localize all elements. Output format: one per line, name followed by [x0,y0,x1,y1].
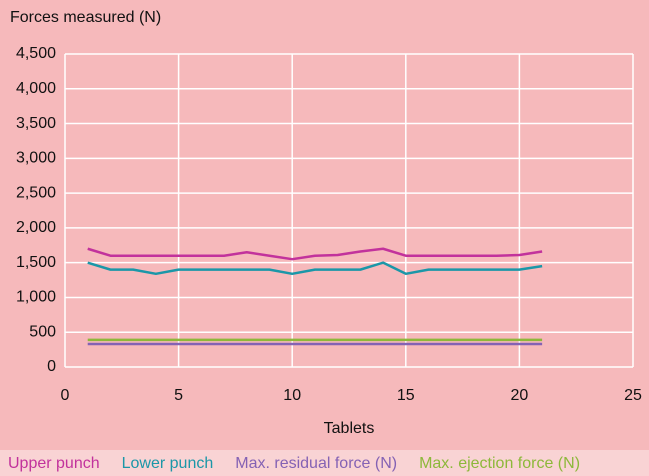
plot-background [0,0,649,450]
y-tick-label: 500 [29,323,56,340]
line-series [87,261,543,276]
x-tick-label: 10 [283,387,301,404]
legend-entry: Max. residual force (N) [235,455,397,472]
y-tick-label: 3,000 [16,150,56,167]
x-tick-label: 15 [397,387,415,404]
y-tick-label: 2,500 [16,184,56,201]
x-tick-label: 20 [511,387,529,404]
chart-title: Forces measured (N) [10,9,161,26]
y-tick-label: 3,500 [16,115,56,132]
line-series [87,247,543,261]
legend-entry: Upper punch [8,455,100,472]
x-tick-label: 25 [624,387,642,404]
y-tick-label: 1,500 [16,254,56,271]
legend-entry: Lower punch [122,455,214,472]
x-tick-label: 5 [174,387,183,404]
y-tick-label: 4,000 [16,80,56,97]
legend-entry: Max. ejection force (N) [419,455,580,472]
y-tick-label: 0 [47,358,56,375]
x-tick-label: 0 [61,387,70,404]
y-tick-label: 2,000 [16,219,56,236]
x-axis-label: Tablets [324,420,375,437]
y-tick-label: 4,500 [16,45,56,62]
legend-background [0,450,649,476]
y-tick-label: 1,000 [16,289,56,306]
